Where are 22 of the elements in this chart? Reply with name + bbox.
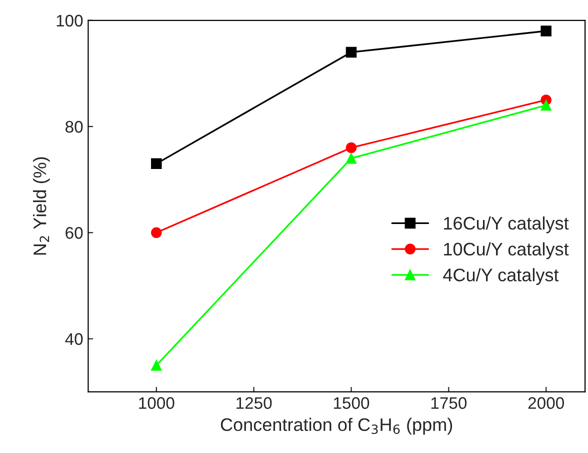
point xyxy=(151,227,162,238)
legend-label: 10Cu/Y catalyst xyxy=(444,242,569,260)
x-tick-label: 2000 xyxy=(528,397,564,409)
x-tick-label: 1500 xyxy=(334,397,370,409)
point xyxy=(151,360,162,371)
y-axis-title: N$_{2}$ Yield (%) xyxy=(33,157,50,255)
point xyxy=(540,26,552,36)
x-tick-label: 1000 xyxy=(139,397,174,409)
point xyxy=(151,158,162,170)
legend-label: 16Cu/Y catalyst xyxy=(444,216,569,234)
x-axis-title: Concentration of C$_{3}$H$_{6}$ (ppm) xyxy=(220,418,452,435)
legend-label: 4Cu/Y catalyst xyxy=(443,268,559,285)
y-tick-label: 60 xyxy=(66,227,83,239)
y-tick-label: 100 xyxy=(56,14,83,27)
y-tick-label: 80 xyxy=(66,120,83,133)
point xyxy=(346,152,357,164)
point xyxy=(346,142,357,154)
point xyxy=(346,46,357,58)
x-tick-label: 1750 xyxy=(431,397,467,409)
point xyxy=(540,100,552,111)
y-tick-label: 40 xyxy=(65,333,83,345)
x-tick-label: 1250 xyxy=(236,397,272,409)
